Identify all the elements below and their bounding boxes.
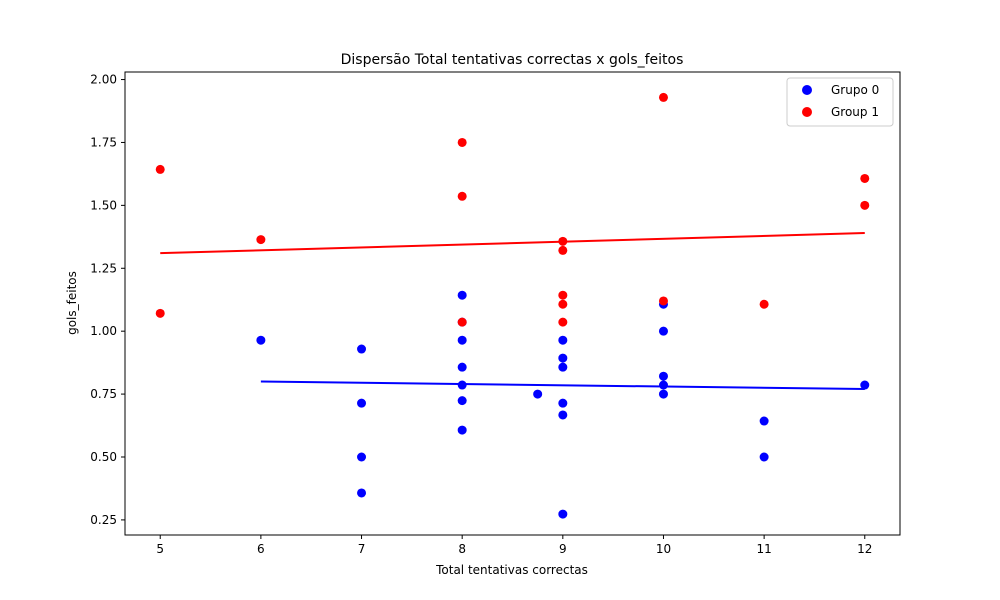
legend-marker-grupo-0 [802,85,812,95]
series-0 [256,290,870,519]
data-point [658,92,668,102]
data-point [759,299,769,309]
data-point [256,235,266,245]
data-point [860,380,870,390]
series-layer [155,92,870,519]
data-point [759,452,769,462]
y-axis-title: gols_feitos [65,271,79,335]
data-point [457,380,467,390]
x-tick-label: 10 [656,542,671,556]
data-point [558,509,568,519]
x-tick-label: 8 [458,542,466,556]
x-tick-label: 12 [857,542,872,556]
data-point [457,335,467,345]
data-point [860,173,870,183]
y-tick-label: 1.25 [90,261,117,275]
data-point [558,245,568,255]
x-axis-title: Total tentativas correctas [435,563,588,577]
data-point [457,191,467,201]
data-point [558,290,568,300]
data-point [357,398,367,408]
data-point [558,398,568,408]
data-point [558,353,568,363]
data-point [457,425,467,435]
data-point [256,335,266,345]
data-point [658,389,668,399]
data-point [155,308,165,318]
data-point [558,362,568,372]
trend-line [160,232,865,255]
legend-frame [786,77,894,127]
trend-line [260,380,865,391]
series-1 [155,92,870,327]
data-point [658,380,668,390]
data-point [457,396,467,406]
legend-label-group-1: Group 1 [831,105,879,119]
y-axis: 0.25 0.50 0.75 1.00 1.25 1.50 1.75 2.00 [90,73,125,527]
data-point [558,335,568,345]
data-point [558,317,568,327]
data-point [457,290,467,300]
data-point [759,416,769,426]
data-point [558,410,568,420]
y-tick-label: 2.00 [90,73,117,87]
y-tick-label: 0.25 [90,513,117,527]
x-tick-label: 6 [257,542,265,556]
data-point [533,389,543,399]
plot-area [124,71,901,536]
x-tick-label: 7 [358,542,366,556]
x-tick-label: 11 [756,542,771,556]
data-point [658,371,668,381]
legend-label-grupo-0: Grupo 0 [831,83,879,97]
data-point [357,488,367,498]
y-tick-label: 0.75 [90,387,117,401]
data-point [457,317,467,327]
data-point [658,326,668,336]
data-point [658,296,668,306]
x-axis: 5 6 7 8 9 10 11 12 [156,535,872,556]
y-tick-label: 1.75 [90,135,117,149]
x-tick-label: 5 [156,542,164,556]
legend: Grupo 0 Group 1 [786,77,894,127]
data-point [357,344,367,354]
legend-marker-group-1 [802,107,812,117]
data-point [558,299,568,309]
data-point [155,164,165,174]
y-tick-label: 1.50 [90,198,117,212]
data-point [357,452,367,462]
data-point [457,362,467,372]
y-tick-label: 1.00 [90,324,117,338]
data-point [860,200,870,210]
y-tick-label: 0.50 [90,450,117,464]
x-tick-label: 9 [559,542,567,556]
chart-title: Dispersão Total tentativas correctas x g… [341,52,684,68]
data-point [457,137,467,147]
